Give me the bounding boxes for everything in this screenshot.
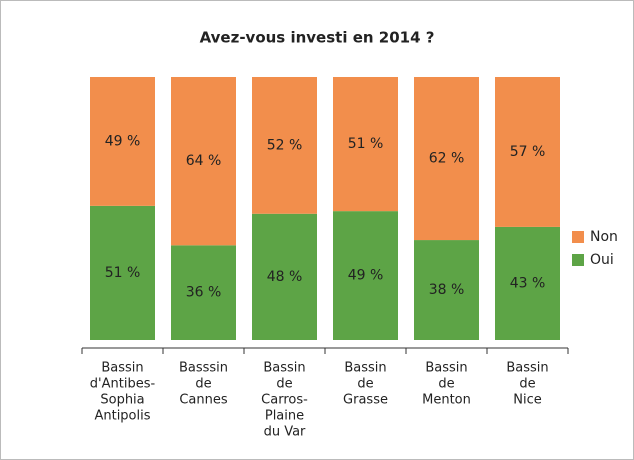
data-label: 36 %	[186, 285, 222, 301]
legend-label: Non	[590, 229, 618, 245]
x-tick-label: Sophia	[100, 393, 144, 408]
x-tick-label: Plaine	[265, 409, 304, 424]
bar-segment	[333, 77, 398, 212]
x-tick-label: Bassin	[344, 361, 386, 376]
chart-title: Avez-vous investi en 2014 ?	[200, 29, 435, 47]
bar-segment	[414, 77, 479, 241]
x-tick-label: de	[519, 377, 535, 392]
x-tick-label: de	[276, 377, 292, 392]
bar-segment	[171, 245, 236, 340]
data-label: 62 %	[429, 151, 465, 167]
x-tick-label: d'Antibes-	[90, 377, 156, 392]
x-tick-label: Nice	[513, 393, 541, 408]
x-tick-label: de	[357, 377, 373, 392]
legend-swatch	[572, 231, 584, 243]
data-label: 57 %	[510, 144, 546, 160]
x-tick-label: Bassin	[101, 361, 143, 376]
x-tick-label: de	[195, 377, 211, 392]
x-tick-label: Antipolis	[94, 409, 150, 424]
bar-segment	[90, 77, 155, 206]
x-tick-label: Cannes	[179, 393, 228, 408]
bar-segment	[90, 205, 155, 340]
x-tick-label: Menton	[422, 393, 471, 408]
x-tick-label: du Var	[264, 425, 306, 440]
data-label: 64 %	[186, 153, 222, 169]
data-label: 51 %	[105, 265, 141, 281]
bar-segment	[171, 77, 236, 246]
data-label: 38 %	[429, 282, 465, 298]
x-tick-label: de	[438, 377, 454, 392]
x-tick-label: Bassin	[263, 361, 305, 376]
bar-segment	[252, 213, 317, 340]
data-label: 51 %	[348, 136, 384, 152]
bar-segment	[495, 226, 560, 340]
x-tick-label: Carros-	[261, 393, 308, 408]
legend-swatch	[572, 254, 584, 266]
data-label: 48 %	[267, 269, 303, 285]
data-label: 49 %	[105, 133, 141, 149]
bar-segment	[333, 211, 398, 340]
legend-label: Oui	[590, 252, 614, 268]
bar-segment	[495, 77, 560, 227]
data-label: 49 %	[348, 268, 384, 284]
data-label: 52 %	[267, 137, 303, 153]
x-tick-label: Grasse	[343, 393, 388, 408]
bar-segment	[414, 240, 479, 340]
bar-segment	[252, 77, 317, 214]
x-tick-label: Basssin	[179, 361, 228, 376]
x-tick-label: Bassin	[425, 361, 467, 376]
x-tick-label: Bassin	[506, 361, 548, 376]
data-label: 43 %	[510, 275, 546, 291]
